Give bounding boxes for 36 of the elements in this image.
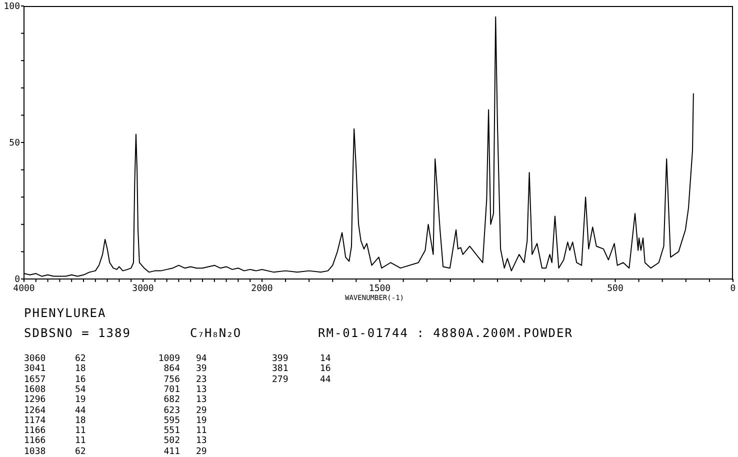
- text: 595 19: [164, 416, 207, 426]
- text: 1296 19: [24, 395, 86, 406]
- x-tick-label: 1500: [368, 284, 391, 294]
- text: 1038 62: [24, 446, 86, 457]
- text: PHENYLUREA: [24, 306, 106, 320]
- x-tick-label: 3000: [132, 284, 154, 294]
- y-tick-label: 100: [4, 2, 20, 12]
- text: 3060 62: [24, 354, 86, 364]
- text: C₇H₈N₂O: [190, 326, 241, 340]
- text: 1657 16: [24, 374, 86, 385]
- text: 1608 54: [24, 384, 86, 395]
- x-tick-label: 2000: [251, 284, 273, 294]
- text: 623 29: [164, 406, 207, 416]
- text: 1166 11: [24, 436, 86, 446]
- text: 682 13: [164, 395, 207, 406]
- text: RM-01-01744 : 4880A.200M.POWDER: [318, 326, 573, 340]
- text: 756 23: [164, 374, 207, 385]
- y-tick-label: 50: [9, 138, 20, 148]
- text: 1264 44: [24, 406, 86, 416]
- x-tick-label: 4000: [13, 284, 35, 294]
- text: 502 13: [164, 436, 207, 446]
- text: 399 14: [272, 354, 331, 364]
- x-tick-label: 0: [730, 284, 736, 294]
- text: SDBSNO = 1389: [24, 326, 131, 340]
- text: 279 44: [272, 374, 331, 385]
- text: 3041 18: [24, 364, 86, 374]
- text: 701 13: [164, 384, 207, 395]
- text: 381 16: [272, 364, 331, 374]
- text: 1166 11: [24, 426, 86, 436]
- text: 411 29: [164, 446, 207, 457]
- x-tick-label: 500: [607, 284, 624, 294]
- text: 864 39: [164, 364, 207, 374]
- text: 551 11: [164, 426, 207, 436]
- text: 1009 94: [158, 354, 207, 364]
- text: 1174 18: [24, 416, 86, 426]
- y-tick-label: 0: [14, 275, 20, 285]
